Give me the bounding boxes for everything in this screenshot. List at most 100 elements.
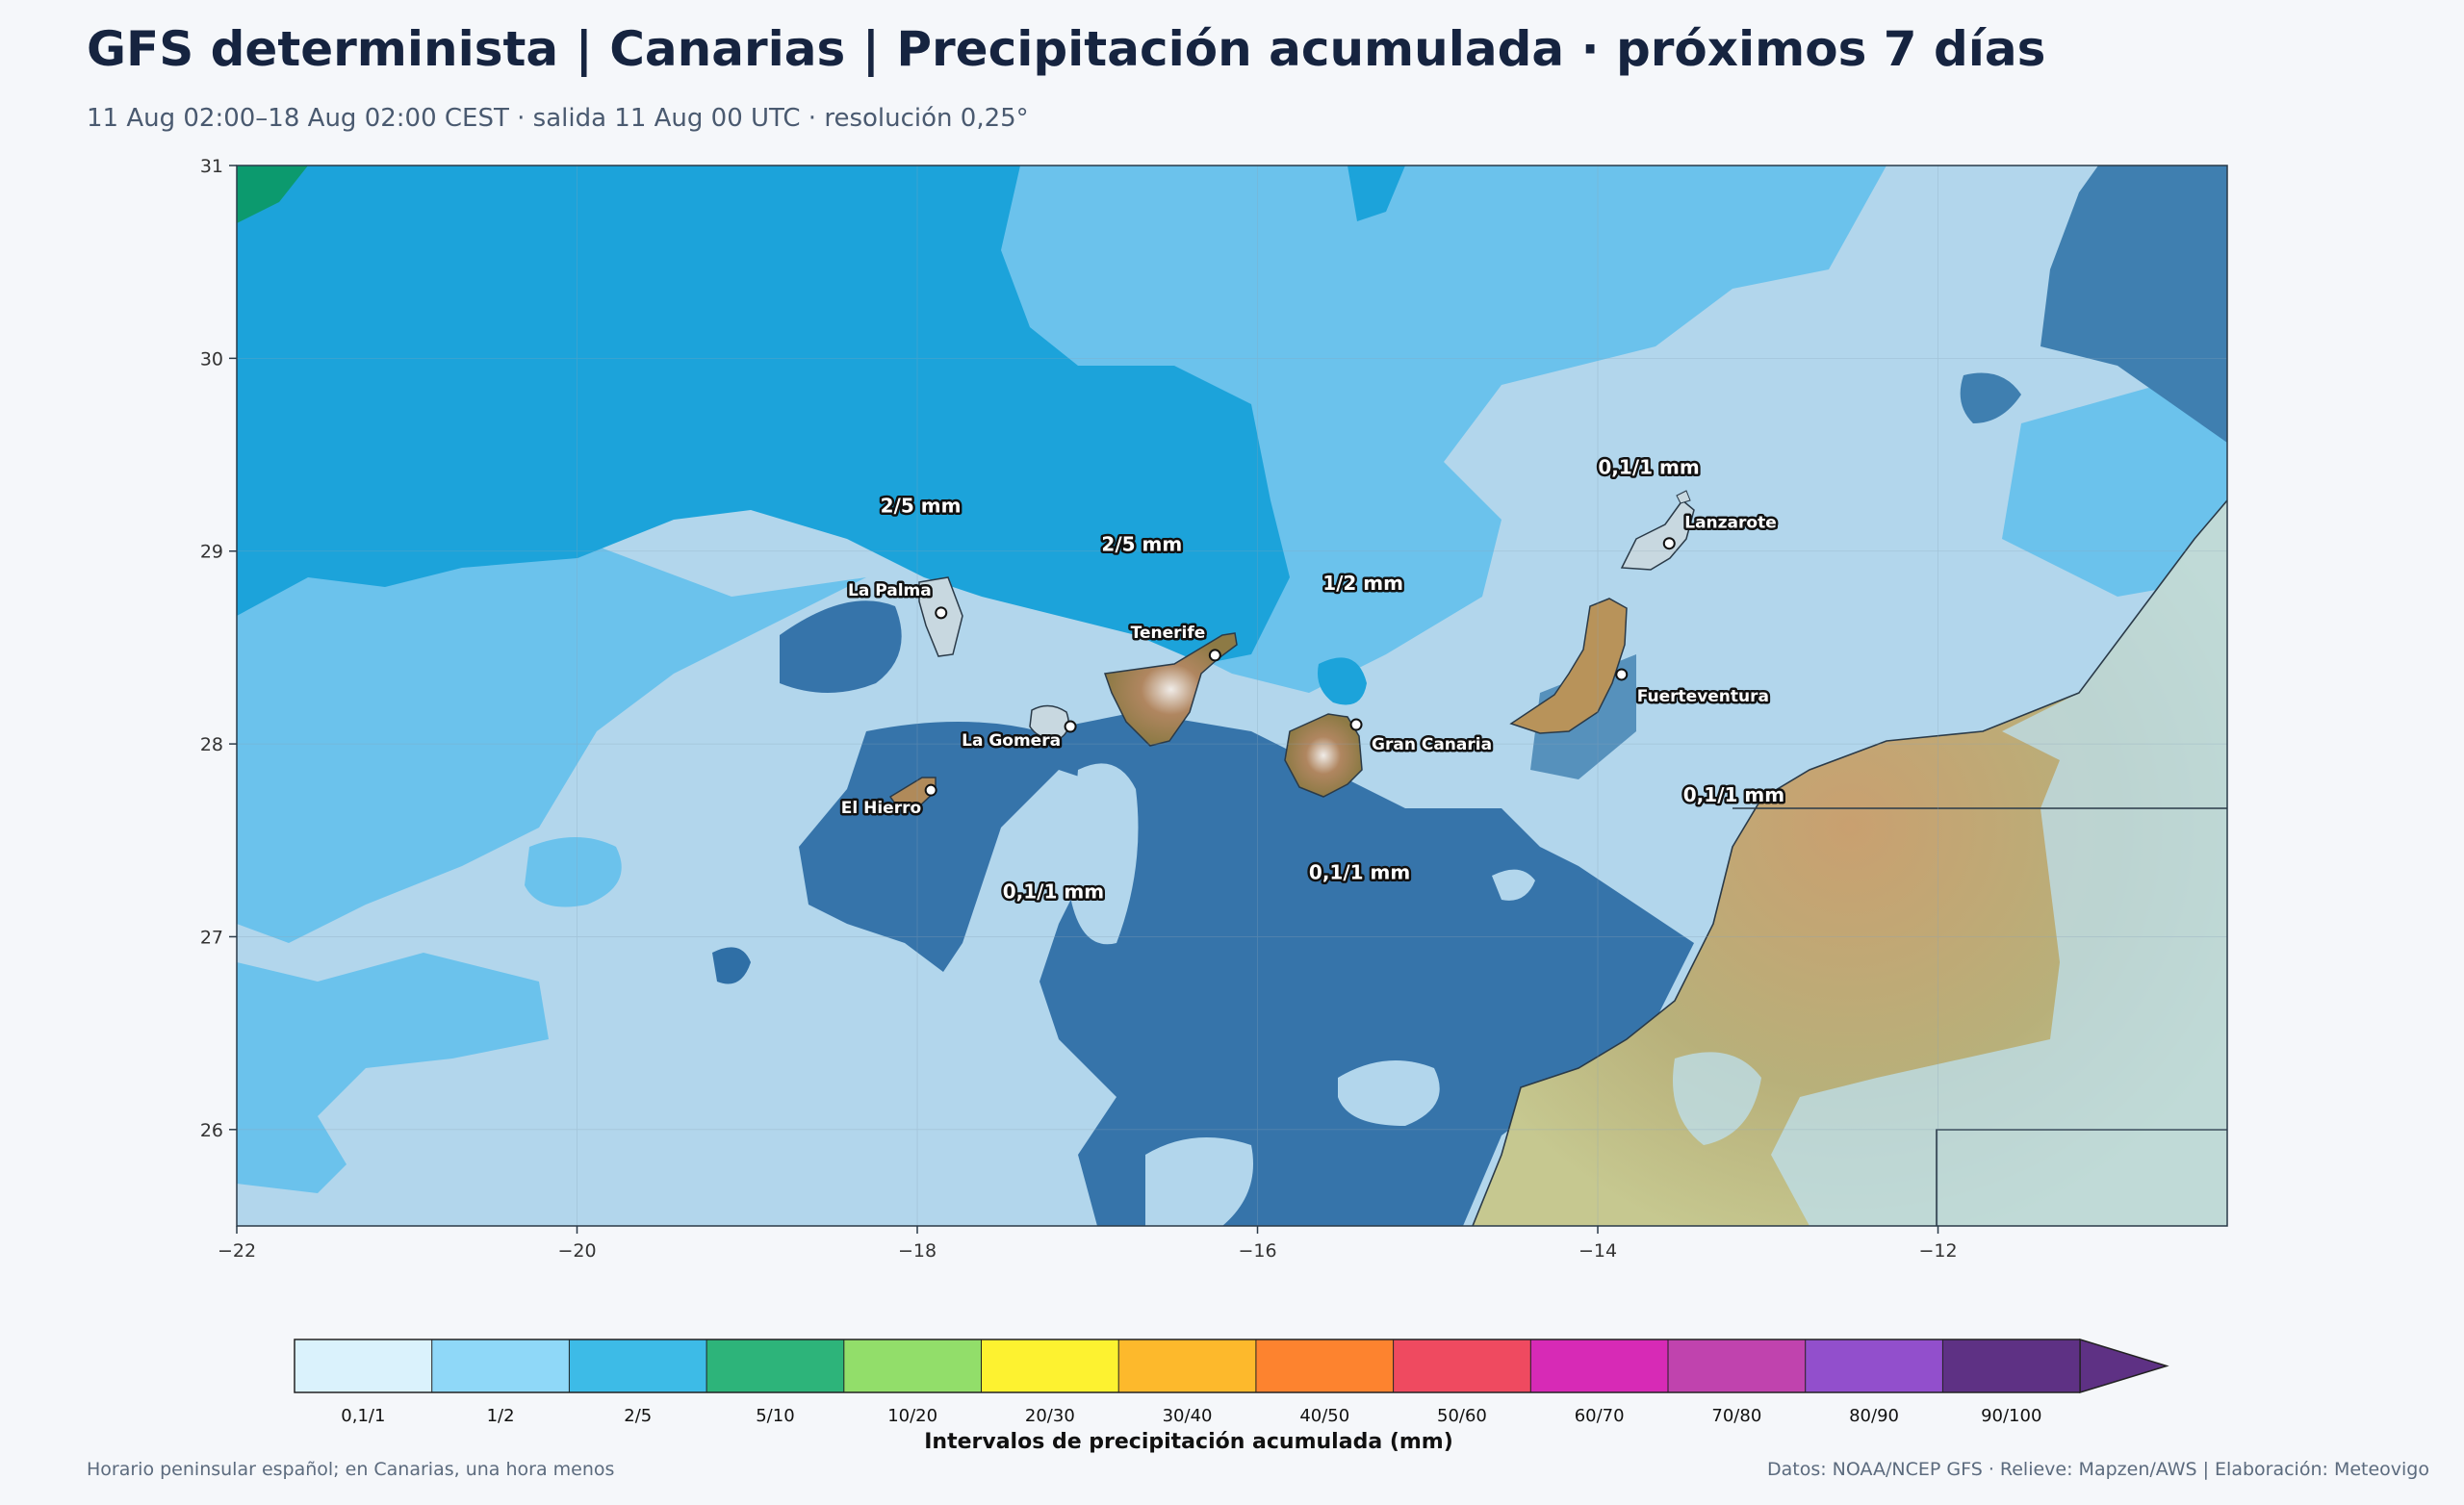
svg-text:La Palma: La Palma	[848, 581, 932, 600]
zone-label: 0,1/1 mm0,1/1 mm	[1306, 858, 1412, 886]
ocean-relief-ne	[2040, 166, 2227, 443]
map-frame	[236, 165, 2228, 1227]
zone-labels: 2/5 mm2/5 mm2/5 mm2/5 mm1/2 mm1/2 mm0,1/…	[878, 453, 1786, 906]
island-tenerife-shape	[1103, 632, 1238, 747]
colorbar-label: 40/50	[1299, 1406, 1349, 1426]
svg-text:2/5 mm: 2/5 mm	[881, 495, 962, 518]
field-2-5-mm	[237, 166, 1290, 664]
field-1-2-mm-east	[2002, 366, 2227, 597]
lat-tick-label: 26	[200, 1120, 223, 1141]
svg-text:Tenerife: Tenerife	[1131, 624, 1206, 643]
colorbar-title: Intervalos de precipitación acumulada (m…	[924, 1430, 1453, 1454]
colorbar-label: 1/2	[487, 1406, 515, 1426]
island-marker	[935, 606, 948, 620]
lon-tick-label: −14	[1578, 1240, 1617, 1262]
field-light-patch-3	[1492, 869, 1535, 901]
colorbar-bin	[1255, 1339, 1395, 1392]
lat-tick-label: 31	[200, 156, 223, 177]
lon-tick-label: −22	[218, 1240, 256, 1262]
field-1-2-mm-patch	[525, 837, 622, 907]
colorbar-bin	[1805, 1339, 1943, 1392]
colorbar-extend-arrow	[2079, 1338, 2169, 1394]
colorbar-label: 20/30	[1025, 1406, 1075, 1426]
lat-tick-label: 30	[200, 348, 223, 370]
colorbar-bin	[981, 1339, 1119, 1392]
colorbar-label: 0,1/1	[341, 1406, 385, 1426]
grid-lines	[237, 166, 2227, 1226]
island-marker	[1064, 720, 1077, 733]
zone-label: 1/2 mm1/2 mm	[1321, 569, 1406, 597]
svg-text:0,1/1 mm: 0,1/1 mm	[1598, 456, 1699, 479]
svg-text:0,1/1 mm: 0,1/1 mm	[1003, 880, 1104, 903]
svg-text:0,1/1 mm: 0,1/1 mm	[1683, 783, 1784, 806]
colorbar-label: 5/10	[756, 1406, 794, 1426]
colorbar-label: 70/80	[1711, 1406, 1761, 1426]
island-lanzarote-shape	[1620, 498, 1695, 571]
island-marker	[1349, 718, 1363, 731]
svg-text:0,1/1 mm: 0,1/1 mm	[1309, 860, 1410, 883]
field-1-2-mm-sw	[237, 953, 549, 1193]
zone-label: 2/5 mm2/5 mm	[1099, 530, 1185, 558]
field-1-2-mm-west	[237, 539, 866, 943]
svg-text:La Palma: La Palma	[848, 581, 932, 600]
page-title: GFS determinista | Canarias | Precipitac…	[87, 21, 2046, 77]
svg-text:2/5 mm: 2/5 mm	[1101, 533, 1182, 556]
field-5-10-mm	[237, 166, 308, 223]
ocean-relief-lz	[1960, 372, 2021, 423]
colorbar-bin	[1530, 1339, 1669, 1392]
page-subtitle: 11 Aug 02:00–18 Aug 02:00 CEST · salida …	[87, 104, 1029, 133]
svg-text:Gran Canaria: Gran Canaria	[1372, 735, 1492, 754]
lon-tick-label: −18	[898, 1240, 937, 1262]
svg-text:1/2 mm: 1/2 mm	[1322, 572, 1403, 595]
island-marker	[1615, 668, 1629, 681]
svg-text:Fuerteventura: Fuerteventura	[1637, 687, 1769, 706]
island-marker	[924, 783, 937, 797]
colorbar-label: 50/60	[1437, 1406, 1487, 1426]
ocean-relief-south	[799, 712, 1694, 1226]
field-light-patch-4	[1145, 1137, 1253, 1226]
colorbar-label: 30/40	[1163, 1406, 1213, 1426]
footer-credits: Datos: NOAA/NCEP GFS · Relieve: Mapzen/A…	[1766, 1459, 2429, 1480]
lon-tick-label: −16	[1238, 1240, 1276, 1262]
colorbar-bin	[1118, 1339, 1257, 1392]
footer-note: Horario peninsular español; en Canarias,…	[87, 1459, 615, 1480]
svg-text:0,1/1 mm: 0,1/1 mm	[1598, 456, 1699, 479]
svg-text:La Gomera: La Gomera	[962, 731, 1061, 751]
colorbar-label: 60/70	[1575, 1406, 1625, 1426]
lat-tick-label: 27	[200, 927, 223, 948]
colorbar-bin	[1668, 1339, 1807, 1392]
colorbar-bin	[569, 1339, 707, 1392]
svg-text:0,1/1 mm: 0,1/1 mm	[1683, 783, 1784, 806]
colorbar-label: 10/20	[887, 1406, 937, 1426]
svg-text:2/5 mm: 2/5 mm	[1101, 533, 1182, 556]
field-light-patch-1	[1068, 763, 1139, 945]
island-la-graciosa-shape	[1676, 490, 1691, 504]
africa-light-overlay-2	[1673, 1052, 1761, 1145]
zone-label: 2/5 mm2/5 mm	[878, 492, 963, 520]
ocean-relief-west	[780, 600, 902, 693]
zone-label: 0,1/1 mm0,1/1 mm	[1681, 781, 1786, 809]
africa-light-overlay	[1771, 500, 2227, 1226]
colorbar-label: 2/5	[624, 1406, 652, 1426]
colorbar-bin	[1942, 1339, 2081, 1392]
colorbar-label: 80/90	[1849, 1406, 1899, 1426]
island-marker	[1662, 537, 1676, 550]
colorbar-frame	[294, 1339, 2081, 1393]
svg-text:Lanzarote: Lanzarote	[1684, 514, 1777, 533]
svg-text:0,1/1 mm: 0,1/1 mm	[1003, 880, 1104, 903]
colorbar-bin	[431, 1339, 570, 1392]
border-line	[1732, 807, 2227, 1226]
svg-text:Tenerife: Tenerife	[1131, 624, 1206, 643]
svg-text:La Gomera: La Gomera	[962, 731, 1061, 751]
ocean-relief-dot	[712, 947, 751, 984]
field-2-5-mm-blob	[1318, 657, 1367, 705]
lat-tick-label: 29	[200, 542, 223, 563]
zone-label: 0,1/1 mm0,1/1 mm	[1596, 453, 1702, 481]
